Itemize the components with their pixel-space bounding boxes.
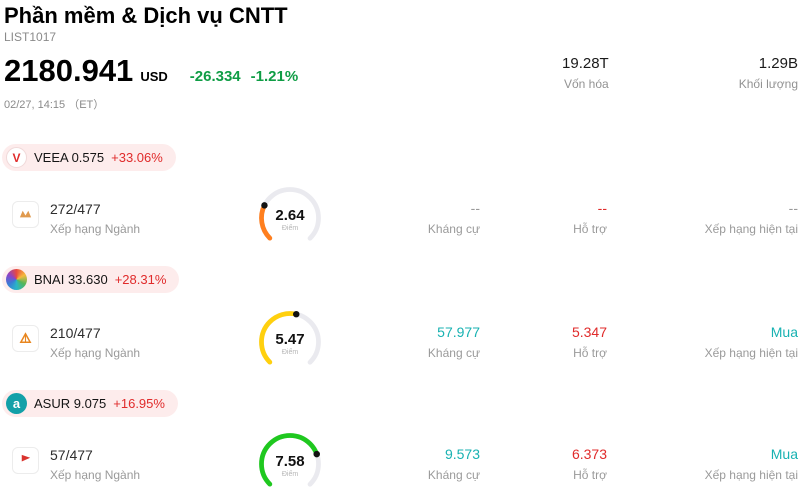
- support-label: Hỗ trợ: [573, 346, 607, 361]
- gauge-score-label: Điểm: [281, 471, 299, 479]
- ticker-change-bnai: +28.31%: [114, 272, 167, 288]
- rank-block: 210/477 Xếp hạng Ngành: [0, 324, 222, 360]
- stock-section-bnai: BNAI 33.630 +28.31% 210/477 Xếp hạng Ngà…: [0, 266, 800, 380]
- veea-company-icon: [12, 200, 39, 228]
- resistance-label: Kháng cự: [427, 222, 480, 237]
- rating-stat: Mua Xếp hạng hiện tại: [607, 324, 798, 360]
- rank-block: 57/477 Xếp hạng Ngành: [0, 446, 222, 482]
- index-change-absolute: -26.334: [189, 68, 241, 86]
- header-stats: 19.28T Vốn hóa 1.29B Khối lượng: [562, 53, 798, 91]
- resistance-stat: 57.977 Kháng cự: [358, 324, 480, 360]
- support-value: --: [597, 200, 607, 217]
- header: Phần mềm & Dịch vụ CNTT LIST1017 2180.94…: [0, 0, 800, 112]
- market-cap-label: Vốn hóa: [564, 77, 609, 92]
- rating-stat: Mua Xếp hạng hiện tại: [607, 446, 798, 482]
- ticker-change-veea: +33.06%: [111, 150, 163, 166]
- resistance-stat: 9.573 Kháng cự: [358, 446, 480, 482]
- ticker-price-veea: VEEA 0.575: [34, 150, 105, 166]
- rating-value: Mua: [770, 446, 798, 463]
- industry-rank-label: Xếp hạng Ngành: [50, 345, 141, 360]
- volume-value: 1.29B: [758, 55, 798, 73]
- stock-row-veea: 272/477 Xếp hạng Ngành 2.64 Điểm -- Khán…: [0, 180, 800, 256]
- gauge-score: 7.58: [275, 453, 305, 471]
- market-cap-value: 19.28T: [562, 55, 609, 73]
- market-cap-stat: 19.28T Vốn hóa: [562, 55, 609, 91]
- industry-rank-value: 57/477: [50, 446, 93, 463]
- page-title: Phần mềm & Dịch vụ CNTT: [4, 3, 288, 28]
- stock-row-bnai: 210/477 Xếp hạng Ngành 5.47 Điểm 57.977 …: [0, 304, 800, 380]
- ticker-price-asur: ASUR 9.075: [34, 396, 107, 412]
- support-stat: -- Hỗ trợ: [480, 200, 607, 236]
- gauge-score-label: Điểm: [281, 349, 299, 357]
- industry-rank-label: Xếp hạng Ngành: [50, 221, 141, 236]
- score-gauge: 2.64 Điểm: [248, 180, 332, 256]
- list-id: LIST1017: [4, 30, 57, 45]
- rating-label: Xếp hạng hiện tại: [704, 222, 798, 237]
- price-row: 2180.941 USD -26.334 -1.21% 19.28T Vốn h…: [4, 53, 800, 91]
- bnai-company-icon: [12, 324, 39, 352]
- score-gauge: 5.47 Điểm: [248, 304, 332, 380]
- veea-logo-icon: V: [6, 147, 27, 169]
- support-value: 5.347: [571, 324, 607, 341]
- ticker-price-bnai: BNAI 33.630: [34, 272, 108, 288]
- volume-label: Khối lượng: [738, 77, 798, 92]
- rating-value: --: [788, 200, 798, 217]
- rating-label: Xếp hạng hiện tại: [704, 468, 798, 483]
- ticker-change-asur: +16.95%: [113, 396, 165, 412]
- index-change-percent: -1.21%: [250, 68, 299, 86]
- stock-section-asur: a ASUR 9.075 +16.95% 57/477 Xếp hạng Ngà…: [0, 390, 800, 502]
- support-stat: 6.373 Hỗ trợ: [480, 446, 607, 482]
- ticker-pill-veea[interactable]: V VEEA 0.575 +33.06%: [2, 144, 176, 172]
- stock-section-veea: V VEEA 0.575 +33.06% 272/477 Xếp hạng Ng…: [0, 144, 800, 256]
- resistance-stat: -- Kháng cự: [358, 200, 480, 236]
- resistance-value: 57.977: [437, 324, 480, 341]
- currency-label: USD: [140, 69, 168, 85]
- index-price: 2180.941: [4, 53, 134, 89]
- score-gauge: 7.58 Điểm: [248, 426, 332, 502]
- asur-logo-icon: a: [6, 393, 27, 415]
- gauge-score: 5.47: [275, 331, 305, 349]
- volume-stat: 1.29B Khối lượng: [739, 55, 798, 91]
- gauge-score-label: Điểm: [281, 225, 299, 233]
- industry-rank-value: 272/477: [50, 200, 101, 217]
- support-label: Hỗ trợ: [573, 222, 607, 237]
- resistance-label: Kháng cự: [427, 468, 480, 483]
- support-label: Hỗ trợ: [573, 468, 607, 483]
- stock-row-asur: 57/477 Xếp hạng Ngành 7.58 Điểm 9.573 Kh…: [0, 426, 800, 502]
- ticker-pill-asur[interactable]: a ASUR 9.075 +16.95%: [2, 390, 178, 418]
- rating-label: Xếp hạng hiện tại: [704, 346, 798, 361]
- support-stat: 5.347 Hỗ trợ: [480, 324, 607, 360]
- resistance-value: 9.573: [444, 446, 480, 463]
- industry-rank-value: 210/477: [50, 324, 101, 341]
- quote-datetime: 02/27, 14:15 （ET）: [4, 99, 105, 112]
- bnai-logo-icon: [6, 269, 27, 291]
- rating-value: Mua: [770, 324, 798, 341]
- rating-stat: -- Xếp hạng hiện tại: [607, 200, 798, 236]
- gauge-score: 2.64: [275, 207, 305, 225]
- rank-block: 272/477 Xếp hạng Ngành: [0, 200, 222, 236]
- asur-company-icon: [12, 446, 39, 474]
- ticker-pill-bnai[interactable]: BNAI 33.630 +28.31%: [2, 266, 180, 294]
- support-value: 6.373: [571, 446, 607, 463]
- industry-rank-label: Xếp hạng Ngành: [50, 467, 141, 482]
- resistance-value: --: [470, 200, 480, 217]
- resistance-label: Kháng cự: [427, 346, 480, 361]
